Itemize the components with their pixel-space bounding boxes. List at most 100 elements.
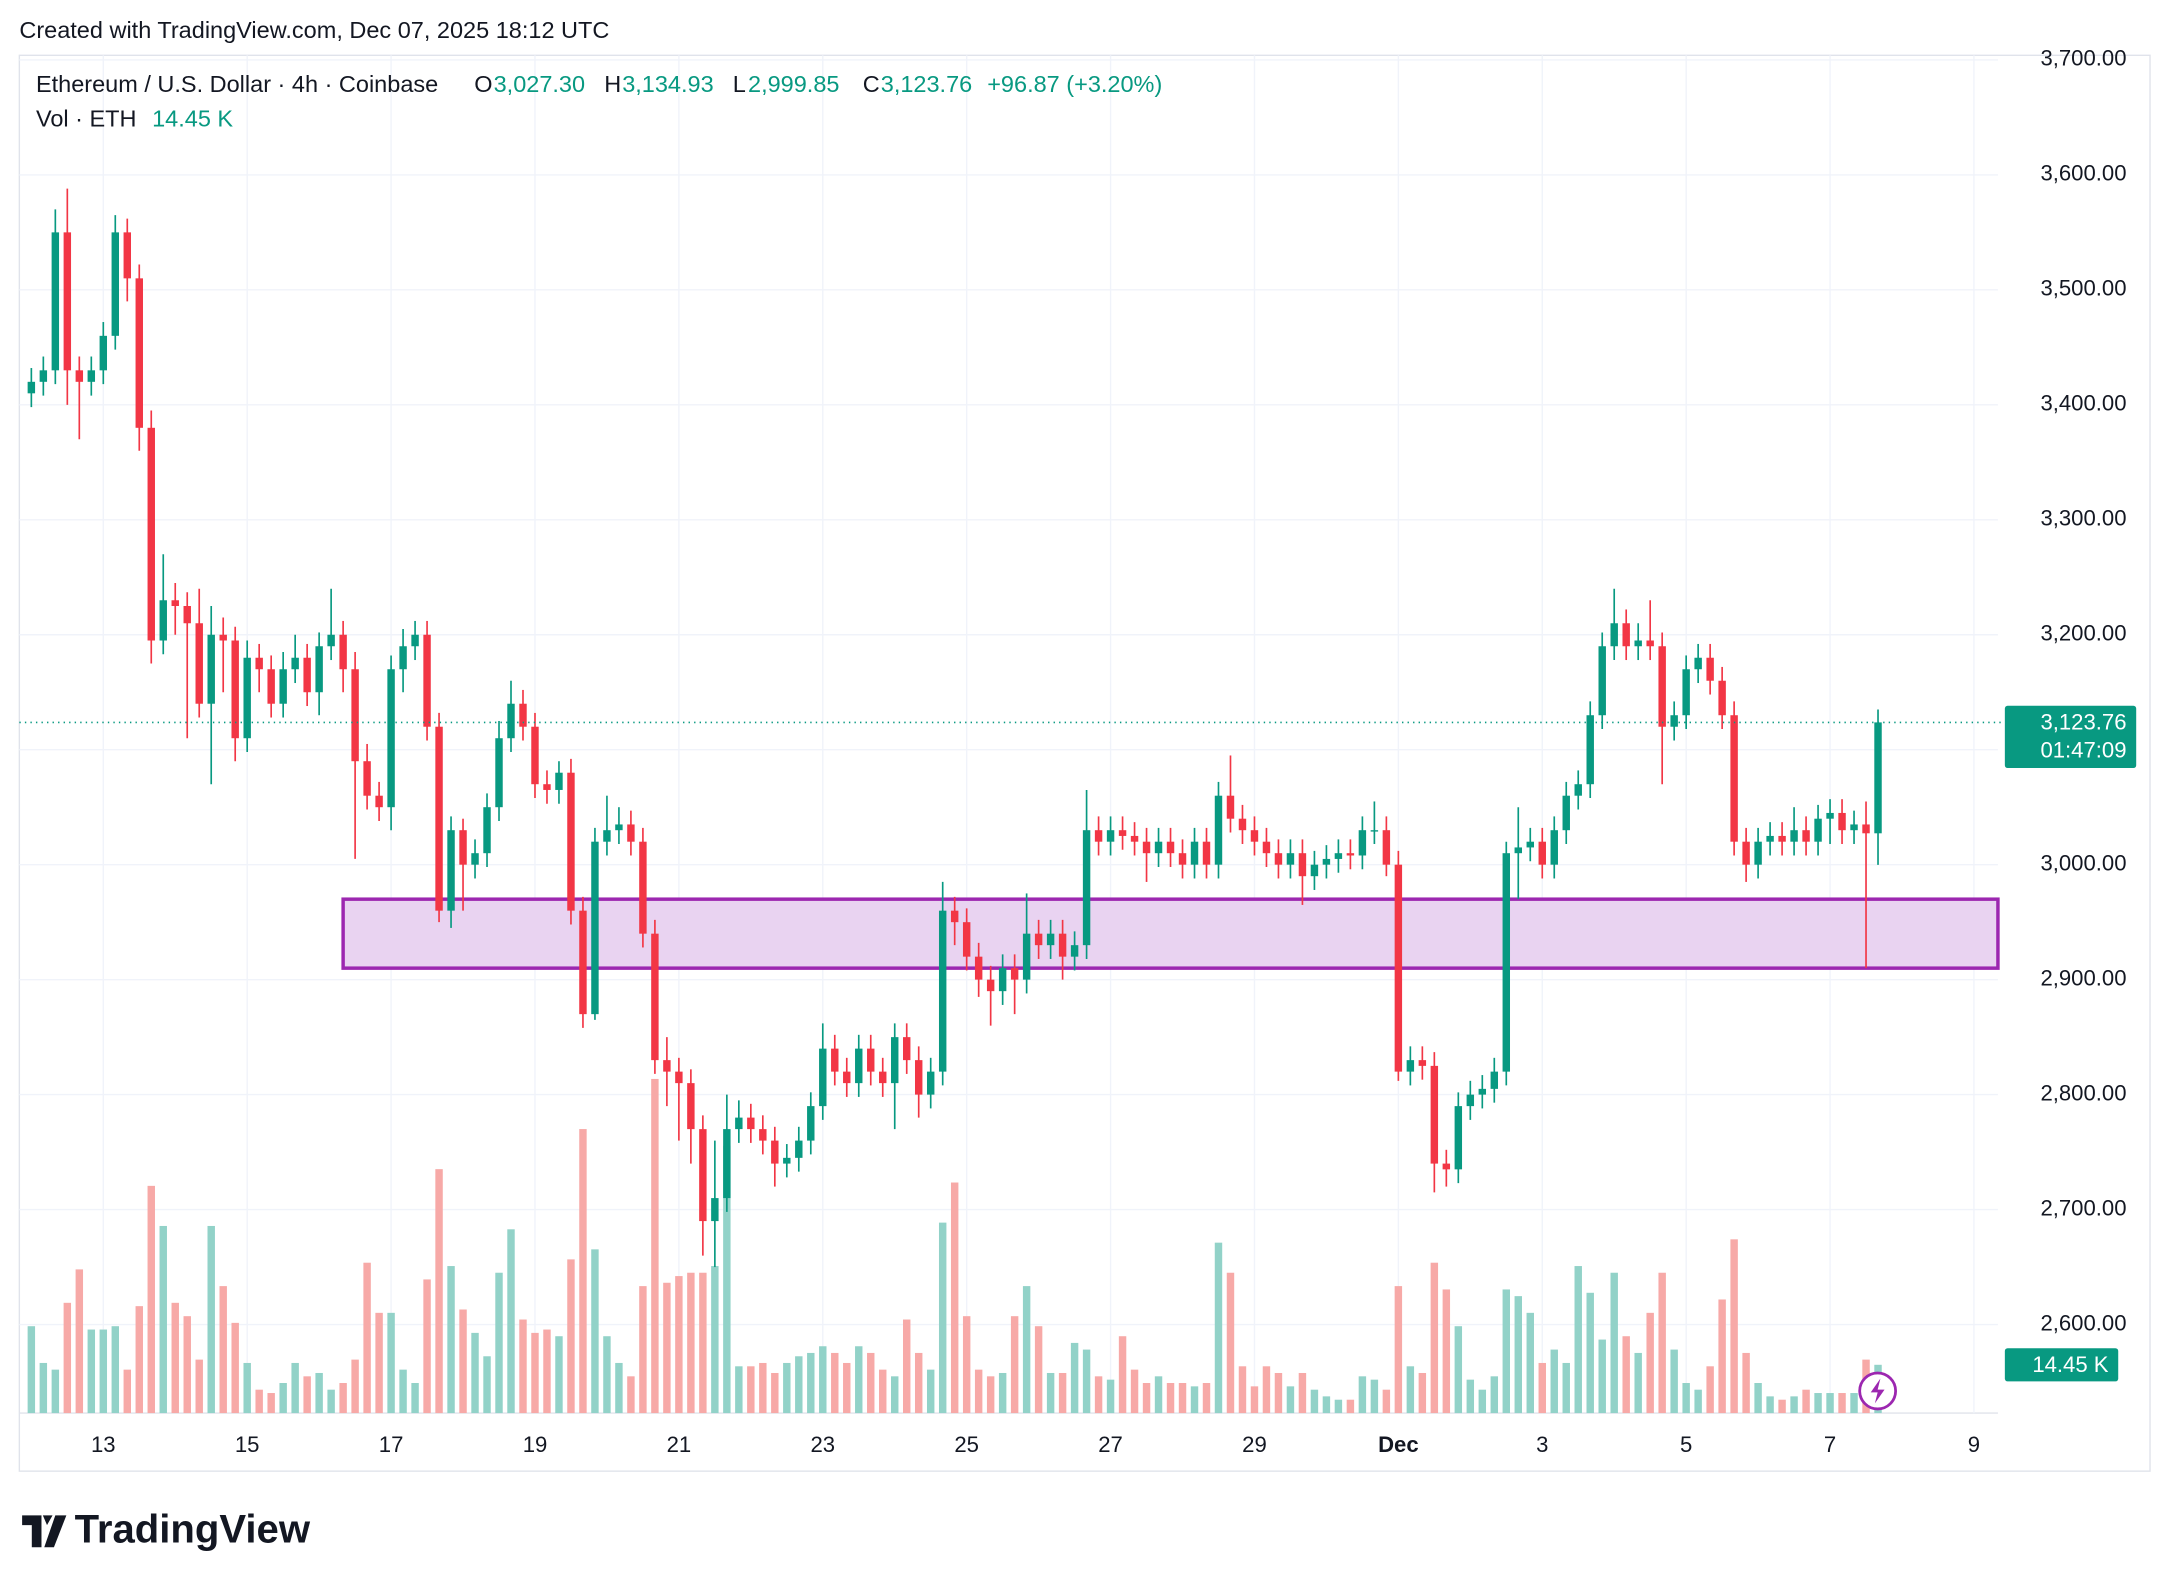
volume-bar xyxy=(1670,1349,1678,1414)
volume-bar xyxy=(483,1356,491,1414)
volume-bar xyxy=(291,1362,299,1414)
candle-body xyxy=(1730,715,1738,842)
volume-bar xyxy=(699,1272,707,1414)
x-tick-label: 25 xyxy=(954,1432,979,1457)
candle-body xyxy=(495,738,503,808)
y-tick-label: 3,400.00 xyxy=(2040,391,2126,416)
candle-body xyxy=(1370,830,1379,832)
candle-body xyxy=(123,232,131,279)
volume-bar xyxy=(1022,1286,1031,1414)
x-tick-label: Dec xyxy=(1378,1432,1419,1457)
volume-bar xyxy=(1142,1383,1151,1414)
candle-body xyxy=(1706,657,1714,681)
candle-body xyxy=(231,640,239,739)
candle-body xyxy=(1526,841,1534,848)
candle-body xyxy=(423,634,431,727)
candle-body xyxy=(1106,830,1115,842)
volume-bar xyxy=(1766,1396,1774,1414)
candle-body xyxy=(903,1037,911,1061)
candle-body xyxy=(1802,830,1810,842)
volume-bar xyxy=(1538,1362,1546,1414)
volume-bar xyxy=(531,1332,539,1414)
candle-body xyxy=(627,824,635,842)
candle-body xyxy=(1094,830,1103,842)
candle-body xyxy=(411,634,419,647)
volume-bar xyxy=(1046,1372,1055,1414)
change: +96.87 (+3.20%) xyxy=(987,71,1162,97)
volume-bar xyxy=(231,1322,239,1414)
volume-bar xyxy=(351,1359,359,1414)
candle-body xyxy=(471,853,479,865)
volume-bar xyxy=(1262,1366,1271,1414)
candle-body xyxy=(1310,864,1319,877)
y-tick-label: 3,300.00 xyxy=(2040,506,2126,531)
volume-bar xyxy=(471,1332,479,1414)
volume-bar xyxy=(1070,1342,1079,1414)
volume-bar xyxy=(159,1225,167,1414)
volume-bar xyxy=(519,1319,527,1414)
volume-bar xyxy=(663,1282,671,1414)
volume-bar xyxy=(1850,1393,1858,1414)
volume-bar xyxy=(879,1369,887,1414)
volume-bar xyxy=(675,1276,683,1414)
candle-body xyxy=(855,1048,863,1084)
volume-bar xyxy=(543,1329,551,1414)
candle-body xyxy=(1178,853,1187,865)
volume-bar xyxy=(1754,1383,1762,1414)
candle-body xyxy=(327,634,335,647)
volume-bar xyxy=(579,1129,587,1414)
candle-body xyxy=(1394,864,1403,1072)
candle-body xyxy=(1718,680,1726,716)
candle-body xyxy=(879,1071,887,1084)
candle-body xyxy=(1070,945,1079,957)
x-tick-label: 17 xyxy=(379,1432,404,1457)
candle-body xyxy=(938,910,947,1072)
candle-body xyxy=(543,784,551,790)
candle-body xyxy=(363,761,371,796)
ohlc-letter: L xyxy=(733,71,746,97)
candle-body xyxy=(1742,841,1750,865)
volume-bar xyxy=(1346,1399,1355,1414)
candle-body xyxy=(795,1140,803,1158)
x-tick-label: 5 xyxy=(1680,1432,1692,1457)
candle-body xyxy=(1022,933,1031,980)
candle-body xyxy=(1142,841,1151,854)
volume-bar xyxy=(1298,1372,1307,1414)
logo: TradingView xyxy=(22,1508,311,1552)
volume-bar xyxy=(891,1376,899,1414)
volume-bar xyxy=(986,1376,995,1414)
price-tag xyxy=(2004,705,2137,769)
volume-bar xyxy=(1730,1239,1738,1414)
x-tick-label: 29 xyxy=(1242,1432,1267,1457)
volume-bar xyxy=(1562,1362,1570,1414)
candle-body xyxy=(1646,640,1654,647)
candle-body xyxy=(399,646,407,670)
volume-bar xyxy=(1814,1393,1822,1414)
volume-bar xyxy=(123,1369,131,1414)
candle-body xyxy=(267,669,275,704)
x-tick-label: 21 xyxy=(667,1432,692,1457)
volume-bar xyxy=(39,1362,48,1414)
candle-body xyxy=(1262,841,1271,854)
x-tick-label: 15 xyxy=(235,1432,260,1457)
candle-body xyxy=(135,278,143,428)
candle-body xyxy=(1238,818,1247,831)
support-zone xyxy=(341,897,2000,970)
volume-layer xyxy=(27,1078,1882,1414)
candle-body xyxy=(986,979,995,992)
volume-bar xyxy=(1790,1396,1798,1414)
volume-bar xyxy=(1718,1299,1726,1414)
candle-body xyxy=(1010,968,1019,980)
candle-body xyxy=(1442,1163,1451,1170)
volume-bar xyxy=(363,1262,371,1414)
ohlc-value: 2,999.85 xyxy=(748,71,839,97)
candle-body xyxy=(1034,933,1043,946)
volume-bar xyxy=(1082,1349,1091,1414)
candle-body xyxy=(747,1117,755,1130)
volume-bar xyxy=(1322,1396,1331,1414)
candle-body xyxy=(183,606,191,624)
volume-bar xyxy=(1382,1389,1391,1414)
candle-body xyxy=(1250,830,1259,842)
countdown: 01:47:09 xyxy=(2040,737,2126,762)
volume-bar xyxy=(926,1369,935,1414)
